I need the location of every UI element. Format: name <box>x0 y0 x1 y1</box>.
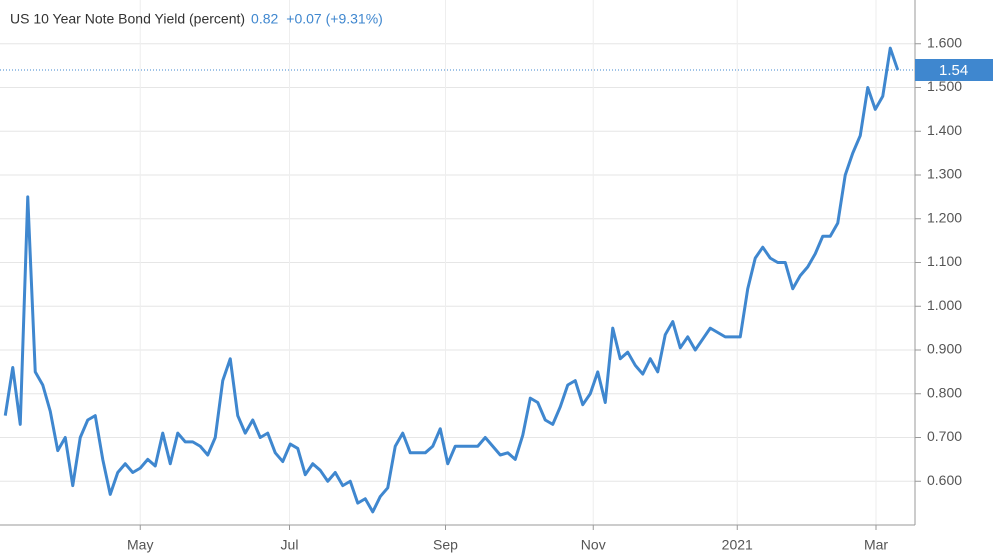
x-tick-label: Nov <box>581 537 606 553</box>
chart-title: US 10 Year Note Bond Yield (percent) <box>10 11 245 27</box>
y-tick-label: 1.600 <box>927 34 962 50</box>
y-tick-label: 1.400 <box>927 122 962 138</box>
y-tick-label: 1.200 <box>927 209 962 225</box>
y-tick-label: 1.300 <box>927 166 962 182</box>
y-tick-label: 1.000 <box>927 297 962 313</box>
plot <box>0 46 993 514</box>
y-tick-label: 0.800 <box>927 384 962 400</box>
last-value: 0.82 <box>251 11 278 27</box>
x-tick-label: Sep <box>433 537 458 553</box>
y-tick-label: 0.700 <box>927 428 962 444</box>
x-tick-label: Mar <box>864 537 888 553</box>
x-tick-label: 2021 <box>722 537 753 553</box>
y-tick-label: 0.600 <box>927 472 962 488</box>
y-tick-label: 1.500 <box>927 78 962 94</box>
y-tick-label: 0.900 <box>927 341 962 357</box>
x-tick-label: Jul <box>281 537 299 553</box>
last-value-label: 1.54 <box>939 62 968 79</box>
line-series <box>3 46 900 514</box>
x-tick-label: May <box>127 537 153 553</box>
grid <box>0 0 921 530</box>
y-tick-label: 1.100 <box>927 253 962 269</box>
change: +0.07 (+9.31%) <box>286 11 383 27</box>
last-value-box <box>915 59 993 81</box>
